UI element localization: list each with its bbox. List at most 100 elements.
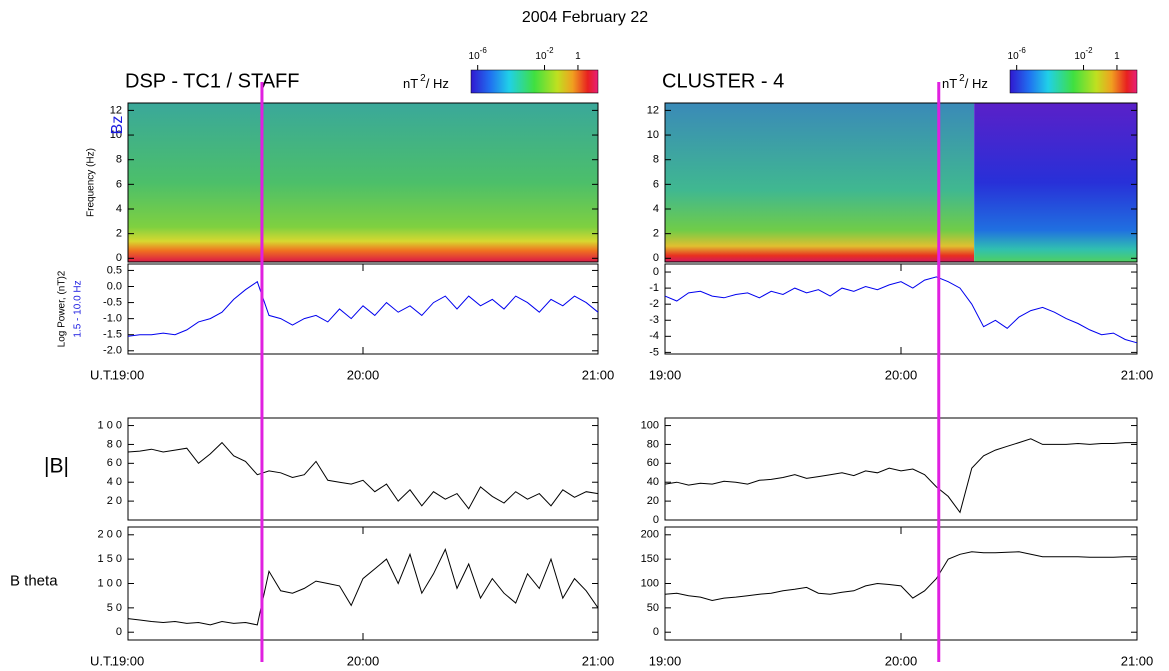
plot-frame (127, 417, 599, 521)
y-tick-label: 0.0 (107, 280, 122, 292)
unit-base: nT (942, 76, 957, 91)
unit-base: nT (403, 76, 418, 91)
y-tick-label: 1 0 0 (98, 419, 122, 431)
colorbar-tick-base: 1 (1114, 51, 1120, 62)
y-tick-label: 0 (653, 514, 659, 526)
y-tick-label: -5 (649, 346, 659, 358)
unit-exponent: 2 (959, 73, 965, 84)
y-tick-label: -2.0 (103, 345, 122, 357)
colorbar-tick-base: 10 (535, 51, 547, 62)
colorbar-tick-label: 10-2 (1074, 46, 1093, 62)
plot-frame (664, 263, 1138, 355)
spectrogram-image (974, 103, 1137, 262)
unit-tail: / Hz (965, 76, 988, 91)
colorbar-tick-base: 1 (575, 51, 581, 62)
y-tick-label: 8 (653, 154, 659, 166)
y-tick-label: 6 (653, 178, 659, 190)
colorbar (470, 69, 599, 94)
y-tick-label: -3 (649, 314, 659, 326)
panel-title: DSP - TC1 / STAFF (125, 70, 299, 92)
y-tick-label: 1 0 0 (98, 577, 122, 589)
x-tick-label: 21:00 (582, 653, 615, 668)
colorbar-tick-label: 10-6 (469, 46, 488, 62)
y-tick-label: 0 (653, 626, 659, 638)
colorbar-tick-base: 10 (1074, 51, 1086, 62)
x-tick-label: 20:00 (885, 367, 918, 382)
y-tick-label: 100 (641, 419, 659, 431)
y-tick-label: -1.5 (103, 329, 122, 341)
plot-frame (664, 417, 1138, 521)
row-label: |B| (44, 455, 69, 478)
unit-tail: / Hz (426, 76, 449, 91)
y-tick-label: 0 (653, 252, 659, 264)
y-tick-label: 4 0 (107, 476, 122, 488)
y-tick-label: 0.5 (107, 264, 122, 276)
y-tick-label: 12 (647, 104, 659, 116)
colorbar-tick-exponent: -2 (1086, 46, 1094, 55)
y-axis-label: Frequency (Hz) (86, 148, 97, 217)
data-line (664, 551, 1137, 602)
plot-frame (664, 526, 1138, 641)
y-tick-label: -1 (649, 282, 659, 294)
y-tick-label: -2 (649, 298, 659, 310)
row-label: B theta (10, 572, 58, 589)
x-tick-label: 19:00 (649, 367, 682, 382)
y-tick-label: 5 0 (107, 602, 122, 614)
colorbar-tick-base: 10 (469, 51, 481, 62)
y-tick-label: 10 (110, 129, 122, 141)
figure-title: 2004 February 22 (522, 9, 648, 26)
data-line (664, 438, 1137, 514)
y-tick-label: 2 0 (107, 495, 122, 507)
colorbar-tick-label: 10-2 (535, 46, 554, 62)
y-tick-label: 6 0 (107, 457, 122, 469)
colorbar-tick-exponent: -6 (1019, 46, 1027, 55)
y-tick-label: 6 (116, 178, 122, 190)
data-line (127, 548, 599, 626)
y-tick-label: 150 (641, 553, 659, 565)
y-tick-label: 40 (647, 476, 659, 488)
y-tick-label: 8 0 (107, 438, 122, 450)
colorbar (1009, 69, 1138, 94)
row-label: Bz (109, 116, 126, 135)
y-tick-label: 0 (116, 626, 122, 638)
plot-frame (127, 102, 599, 263)
x-tick-label: 20:00 (347, 367, 380, 382)
colorbar-tick-exponent: -6 (480, 46, 488, 55)
y-tick-label: 200 (641, 529, 659, 541)
y-tick-label: 20 (647, 495, 659, 507)
x-tick-label: 19:00 (112, 653, 145, 668)
y-axis-label: Log Power, (nT)2 (57, 270, 68, 347)
y-tick-label: 60 (647, 457, 659, 469)
x-tick-label: 21:00 (582, 367, 615, 382)
x-tick-label: 19:00 (649, 653, 682, 668)
y-tick-label: 0 (653, 266, 659, 278)
colorbar-tick-exponent: -2 (547, 46, 555, 55)
y-tick-label: 2 0 0 (98, 529, 122, 541)
y-tick-label: 2 (653, 228, 659, 240)
y-tick-label: 0 (116, 252, 122, 264)
spectrogram-image (665, 103, 975, 262)
data-line (127, 280, 599, 337)
data-line (664, 276, 1138, 344)
colorbar-tick-label: 1 (575, 51, 581, 62)
spectrogram-image (128, 103, 598, 262)
y-tick-label: -4 (649, 330, 659, 342)
colorbar-tick-label: 1 (1114, 51, 1120, 62)
y-tick-label: 80 (647, 438, 659, 450)
x-tick-label: 21:00 (1121, 367, 1154, 382)
x-tick-label: 20:00 (885, 653, 918, 668)
colorbar-unit: nT 2/ Hz (942, 73, 988, 92)
y-axis-sublabel: 1.5 - 10.0 Hz (73, 280, 84, 337)
x-axis-label: U.T. (90, 653, 113, 668)
y-tick-label: 12 (110, 104, 122, 116)
plot-frame (127, 526, 599, 641)
y-tick-label: -0.5 (103, 296, 122, 308)
colorbar-tick-base: 10 (1008, 51, 1020, 62)
y-tick-label: 4 (116, 203, 122, 215)
unit-exponent: 2 (420, 73, 426, 84)
panel-title: CLUSTER - 4 (662, 70, 784, 92)
x-tick-label: 21:00 (1121, 653, 1154, 668)
y-tick-label: 8 (116, 154, 122, 166)
y-tick-label: 4 (653, 203, 659, 215)
